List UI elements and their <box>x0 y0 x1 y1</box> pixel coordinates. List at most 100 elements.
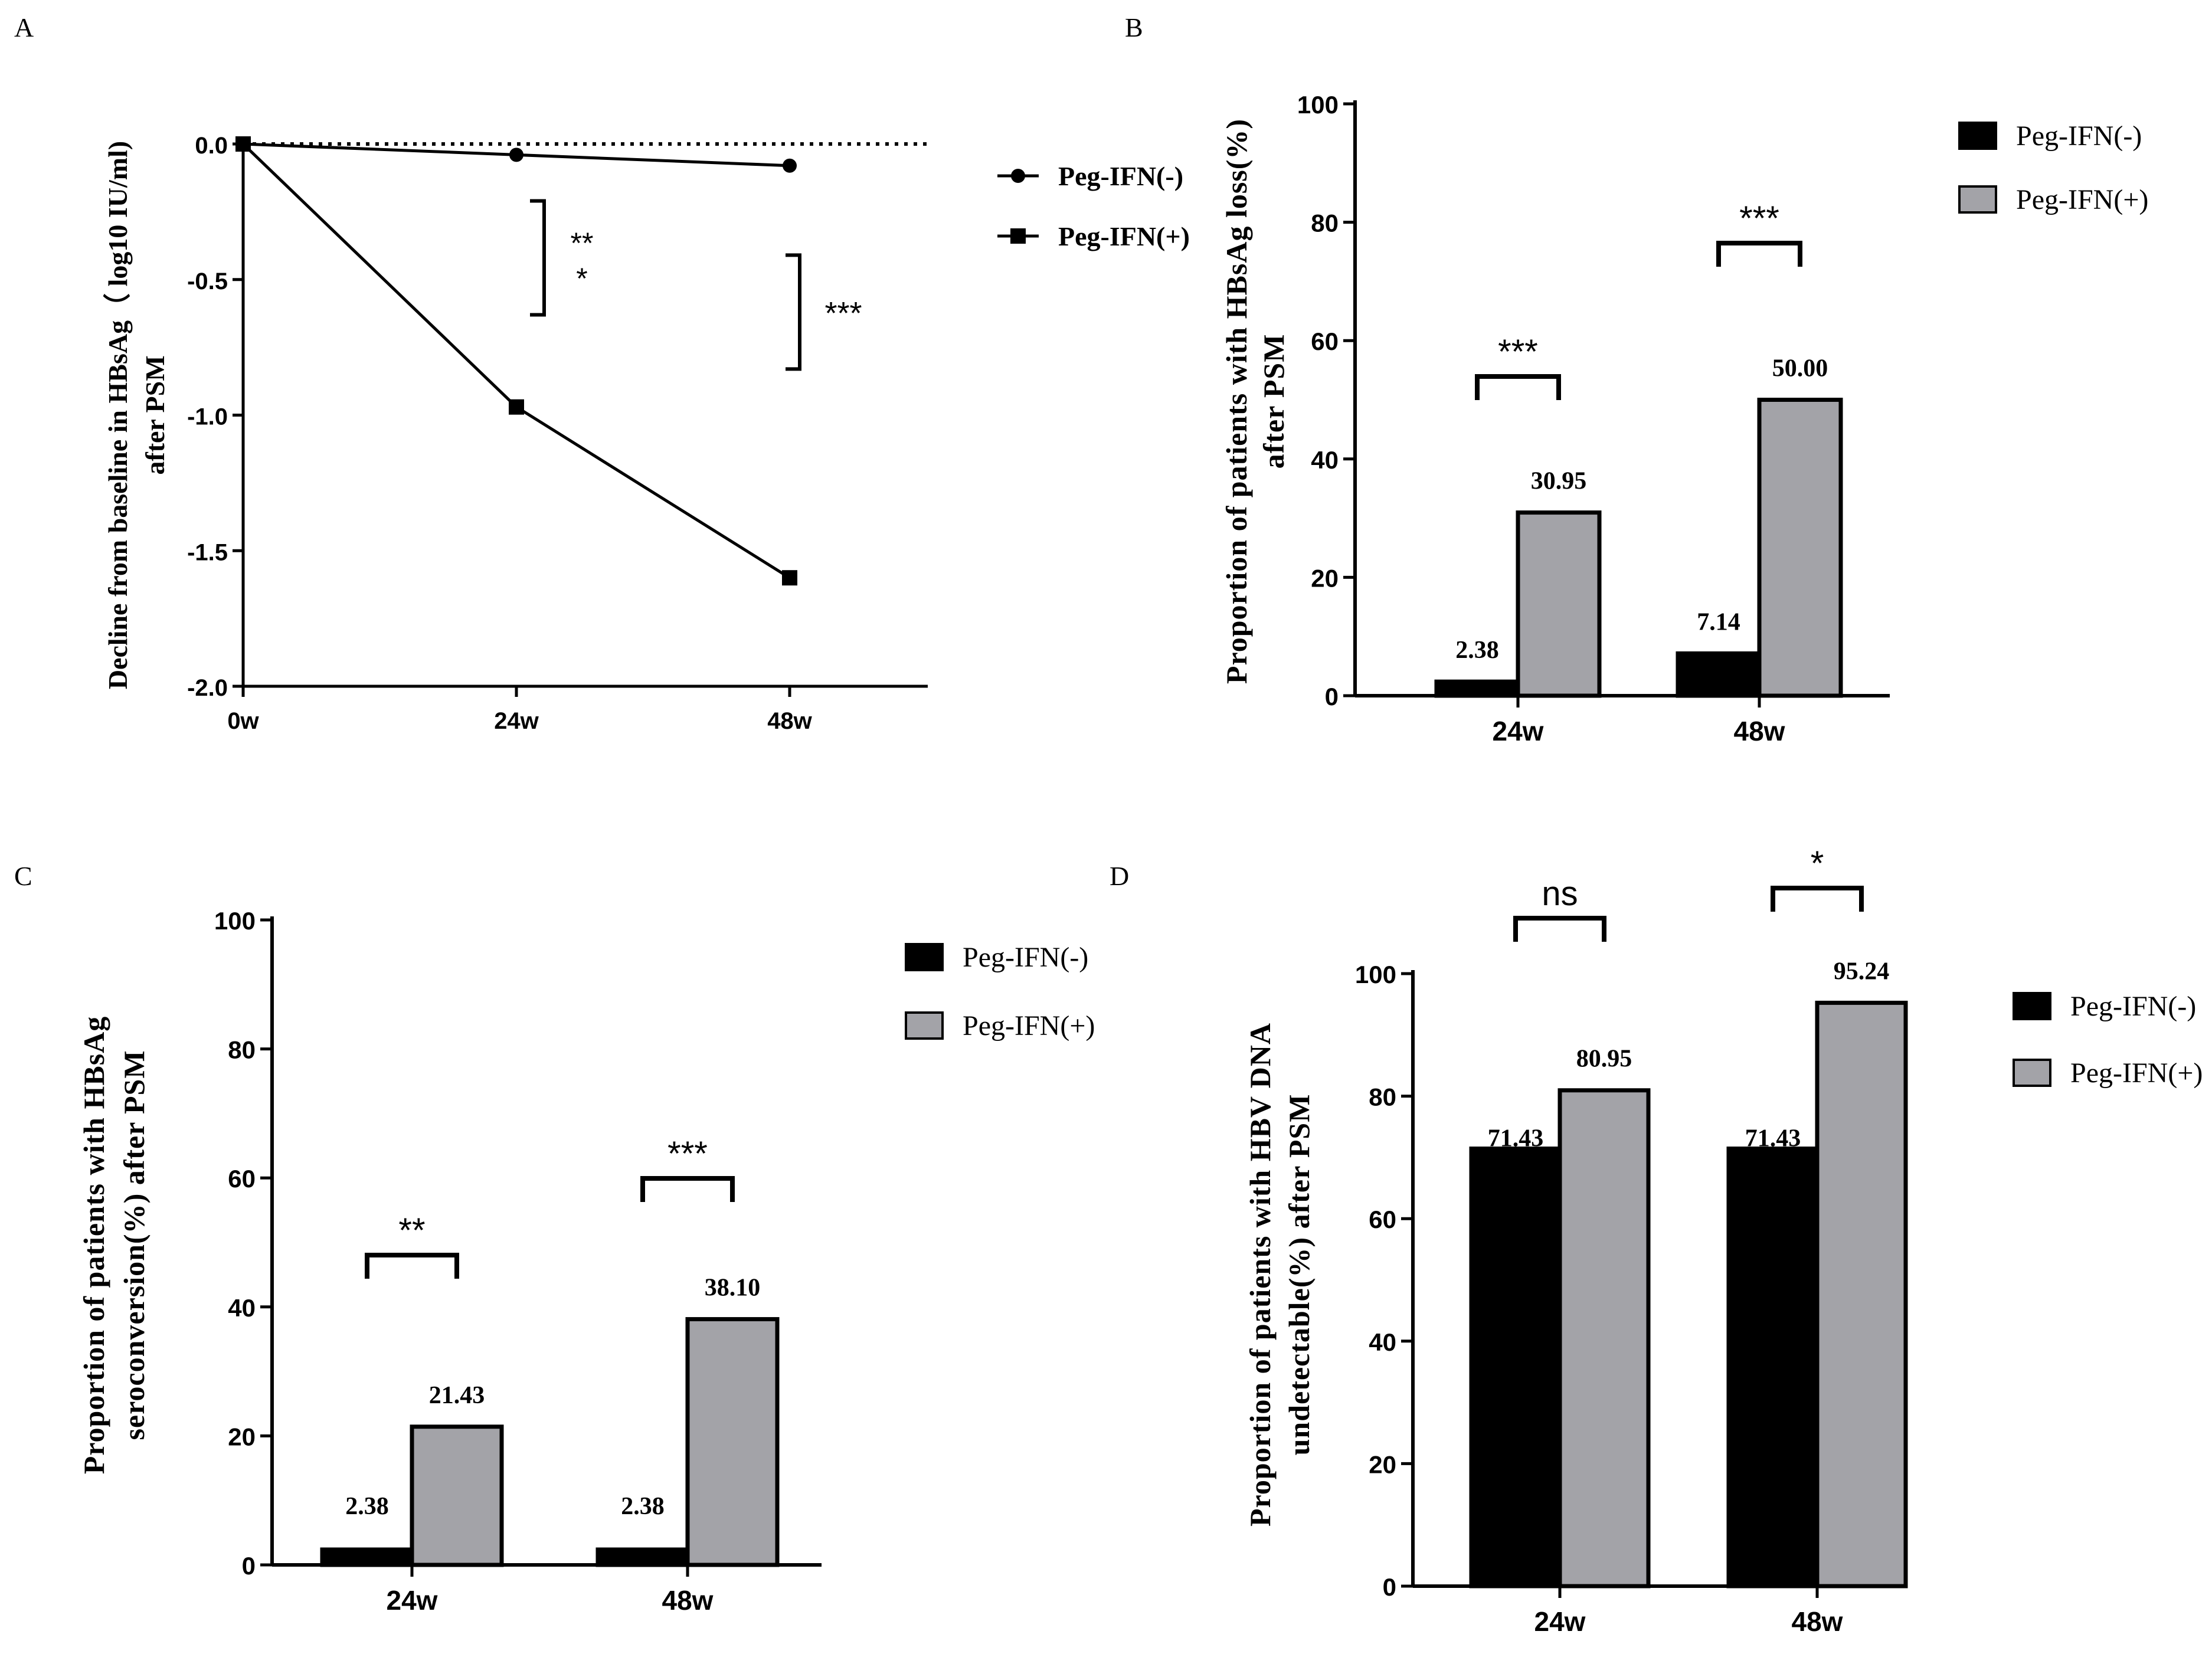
significance-bracket <box>786 253 801 371</box>
legend-label: Peg-IFN(+) <box>2070 1057 2203 1089</box>
data-label: 7.14 <box>1697 608 1740 636</box>
significance-bracket <box>365 1253 459 1279</box>
y-tick-label: 60 <box>228 1165 256 1193</box>
legend-label: Peg-IFN(-) <box>1058 161 1183 191</box>
y-axis-label: after PSM <box>1257 334 1290 469</box>
significance-label: ns <box>1542 875 1578 913</box>
y-tick-label: 40 <box>1311 446 1339 474</box>
data-point <box>235 136 251 152</box>
y-axis-label: after PSM <box>140 355 170 474</box>
data-label: 71.43 <box>1745 1125 1801 1152</box>
data-label: 2.38 <box>345 1493 389 1520</box>
significance-label: *** <box>1739 199 1779 238</box>
y-axis-label: Proportion of patients with HBsAg <box>77 1016 110 1475</box>
x-tick-label: 24w <box>387 1585 438 1616</box>
bar-peg-ifn-neg <box>1469 1147 1562 1589</box>
significance-label: * <box>576 262 587 295</box>
y-tick-label: 100 <box>1297 91 1339 119</box>
y-tick-label: 0.0 <box>195 133 228 159</box>
bar-peg-ifn-pos <box>1516 510 1602 698</box>
y-tick-label: 100 <box>1355 961 1396 988</box>
y-tick-label: 40 <box>228 1294 256 1322</box>
significance-bracket <box>530 199 546 317</box>
data-point <box>782 570 797 586</box>
y-tick-label: 60 <box>1311 327 1339 355</box>
data-point <box>783 158 797 173</box>
legend-swatch <box>905 943 944 971</box>
bar-peg-ifn-pos <box>685 1317 780 1567</box>
bar-peg-ifn-neg <box>1434 679 1520 698</box>
significance-label: *** <box>1498 333 1538 371</box>
legend-marker <box>1010 228 1026 244</box>
legend-label: Peg-IFN(+) <box>963 1010 1095 1041</box>
x-tick-label: 48w <box>1792 1606 1843 1637</box>
x-tick-label: 48w <box>662 1585 714 1616</box>
bar-peg-ifn-neg <box>1726 1147 1820 1589</box>
y-tick-label: 80 <box>228 1036 256 1064</box>
data-label: 38.10 <box>705 1275 761 1302</box>
panel-letter: B <box>1125 12 1143 42</box>
legend-swatch <box>1958 185 1997 214</box>
y-axis-label: undetectable(%) after PSM <box>1282 1094 1316 1456</box>
legend-label: Peg-IFN(-) <box>963 942 1088 973</box>
y-tick-label: 0 <box>1325 683 1339 710</box>
y-tick-label: 0 <box>1383 1573 1396 1601</box>
data-label: 50.00 <box>1772 355 1828 382</box>
bar-peg-ifn-neg <box>595 1547 690 1567</box>
x-tick-label: 48w <box>767 708 812 734</box>
significance-label: *** <box>824 296 862 331</box>
x-tick-label: 0w <box>227 708 259 734</box>
legend-label: Peg-IFN(-) <box>2070 991 2196 1022</box>
y-tick-label: 80 <box>1311 209 1339 237</box>
significance-bracket <box>640 1176 735 1202</box>
x-tick-label: 24w <box>1534 1606 1586 1637</box>
x-tick-label: 24w <box>1493 716 1544 746</box>
x-tick-label: 24w <box>494 708 539 734</box>
significance-bracket <box>1716 241 1802 267</box>
y-axis-label: Decline from baseline in HBsAg（ log10 IU… <box>103 141 133 689</box>
y-tick-label: 40 <box>1369 1328 1396 1356</box>
significance-label: ** <box>398 1211 425 1250</box>
y-axis-label: seroconversion(%) after PSM <box>117 1050 150 1440</box>
significance-label: *** <box>667 1135 708 1173</box>
y-tick-label: 60 <box>1369 1206 1396 1233</box>
legend-swatch <box>1958 122 1997 150</box>
data-label: 71.43 <box>1488 1125 1544 1152</box>
data-point <box>509 148 523 162</box>
y-tick-label: -0.5 <box>187 268 228 294</box>
panel-letter: C <box>14 861 32 891</box>
y-tick-label: -1.0 <box>187 404 228 430</box>
legend-marker <box>1011 169 1025 183</box>
x-tick-label: 48w <box>1734 716 1785 746</box>
bar-peg-ifn-pos <box>410 1424 504 1567</box>
y-tick-label: -2.0 <box>187 675 228 701</box>
data-label: 21.43 <box>429 1382 485 1409</box>
y-tick-label: 80 <box>1369 1083 1396 1111</box>
data-label: 95.24 <box>1834 958 1890 985</box>
significance-bracket <box>1475 374 1561 400</box>
y-axis-label: Proportion of patients with HBV DNA <box>1244 1023 1277 1527</box>
data-label: 80.95 <box>1576 1046 1632 1073</box>
bar-peg-ifn-pos <box>1815 1000 1908 1589</box>
data-label: 2.38 <box>1455 637 1499 664</box>
y-axis-label: Proportion of patients with HBsAg loss(%… <box>1220 119 1253 684</box>
data-label: 30.95 <box>1531 468 1587 495</box>
significance-label: ** <box>571 227 594 260</box>
data-point <box>509 399 524 415</box>
significance-bracket <box>1513 916 1606 942</box>
y-tick-label: 0 <box>242 1552 256 1580</box>
data-label: 2.38 <box>621 1493 665 1520</box>
legend-swatch <box>2013 992 2051 1020</box>
y-tick-label: 20 <box>1369 1450 1396 1478</box>
y-tick-label: -1.5 <box>187 539 228 565</box>
significance-bracket <box>1771 886 1864 912</box>
y-tick-label: 20 <box>228 1423 256 1450</box>
y-tick-label: 100 <box>214 907 256 935</box>
bar-peg-ifn-neg <box>1676 651 1762 698</box>
legend-swatch <box>905 1011 944 1040</box>
bar-peg-ifn-pos <box>1557 1088 1651 1589</box>
legend-label: Peg-IFN(+) <box>2016 184 2148 215</box>
legend-swatch <box>2013 1059 2051 1087</box>
bar-peg-ifn-neg <box>320 1547 414 1567</box>
